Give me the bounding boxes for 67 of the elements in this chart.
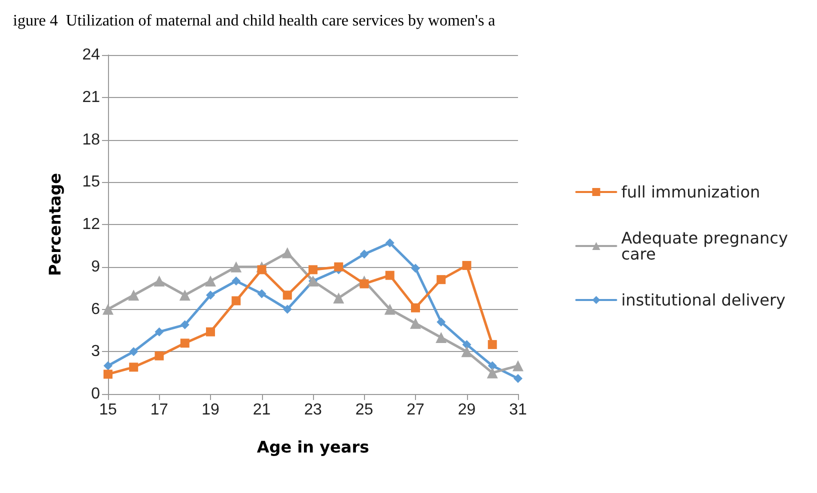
legend-label: full immunization — [621, 182, 760, 202]
y-tick-label: 3 — [91, 343, 100, 360]
point — [128, 290, 140, 301]
point — [333, 292, 344, 304]
point — [282, 290, 292, 300]
point — [410, 318, 421, 329]
x-axis-title: Age in years — [256, 438, 370, 456]
point — [411, 264, 420, 273]
point — [360, 250, 369, 259]
point — [154, 351, 164, 360]
x-tick-label: 27 — [406, 402, 424, 418]
point — [206, 327, 215, 336]
point — [232, 276, 241, 286]
point — [436, 317, 446, 326]
point — [436, 275, 446, 284]
y-tick-label: 18 — [82, 131, 100, 148]
point — [461, 346, 472, 358]
point — [206, 290, 215, 300]
x-tick-label: 21 — [252, 402, 271, 418]
point — [334, 262, 344, 272]
x-tick-label: 19 — [202, 402, 220, 418]
point — [385, 270, 394, 280]
point — [129, 362, 138, 372]
point — [154, 327, 164, 336]
x-tick-label: 29 — [458, 402, 476, 418]
y-tick-label: 24 — [82, 46, 100, 64]
point — [257, 265, 266, 274]
y-tick-label: 15 — [82, 174, 100, 191]
legend-label: institutional delivery — [621, 290, 786, 310]
y-tick-label: 6 — [91, 300, 100, 318]
y-tick-label: 21 — [82, 88, 100, 106]
x-tick-label: 31 — [509, 402, 527, 418]
y-tick-label: 0 — [91, 386, 100, 402]
y-axis-title: Percentage — [46, 172, 64, 276]
x-tick-label: 23 — [304, 402, 322, 418]
point — [154, 276, 165, 286]
point — [180, 338, 190, 348]
point — [104, 370, 112, 379]
legend-label: Adequate pregnancy care — [621, 228, 794, 264]
point — [282, 247, 293, 258]
x-tick-label: 25 — [355, 402, 374, 418]
point — [129, 347, 138, 356]
point — [205, 276, 216, 286]
point — [462, 260, 472, 270]
point — [514, 374, 522, 383]
point — [462, 340, 472, 350]
point — [232, 296, 241, 306]
point — [486, 367, 498, 378]
point — [308, 265, 318, 274]
y-tick-label: 9 — [91, 258, 100, 276]
point — [411, 303, 420, 312]
y-tick-label: 12 — [82, 216, 100, 233]
point — [360, 279, 369, 288]
point — [104, 361, 112, 370]
point — [282, 304, 292, 314]
point — [488, 340, 497, 350]
chart-title: igure 4 Utilization of maternal and child health care services by women's a — [13, 12, 496, 30]
point — [230, 261, 242, 272]
point — [385, 238, 394, 248]
point — [180, 320, 190, 330]
point — [512, 360, 524, 372]
point — [488, 361, 497, 370]
point — [384, 304, 396, 315]
x-tick-label: 17 — [150, 402, 168, 418]
point — [436, 332, 447, 343]
point — [257, 289, 266, 298]
point — [179, 290, 190, 301]
